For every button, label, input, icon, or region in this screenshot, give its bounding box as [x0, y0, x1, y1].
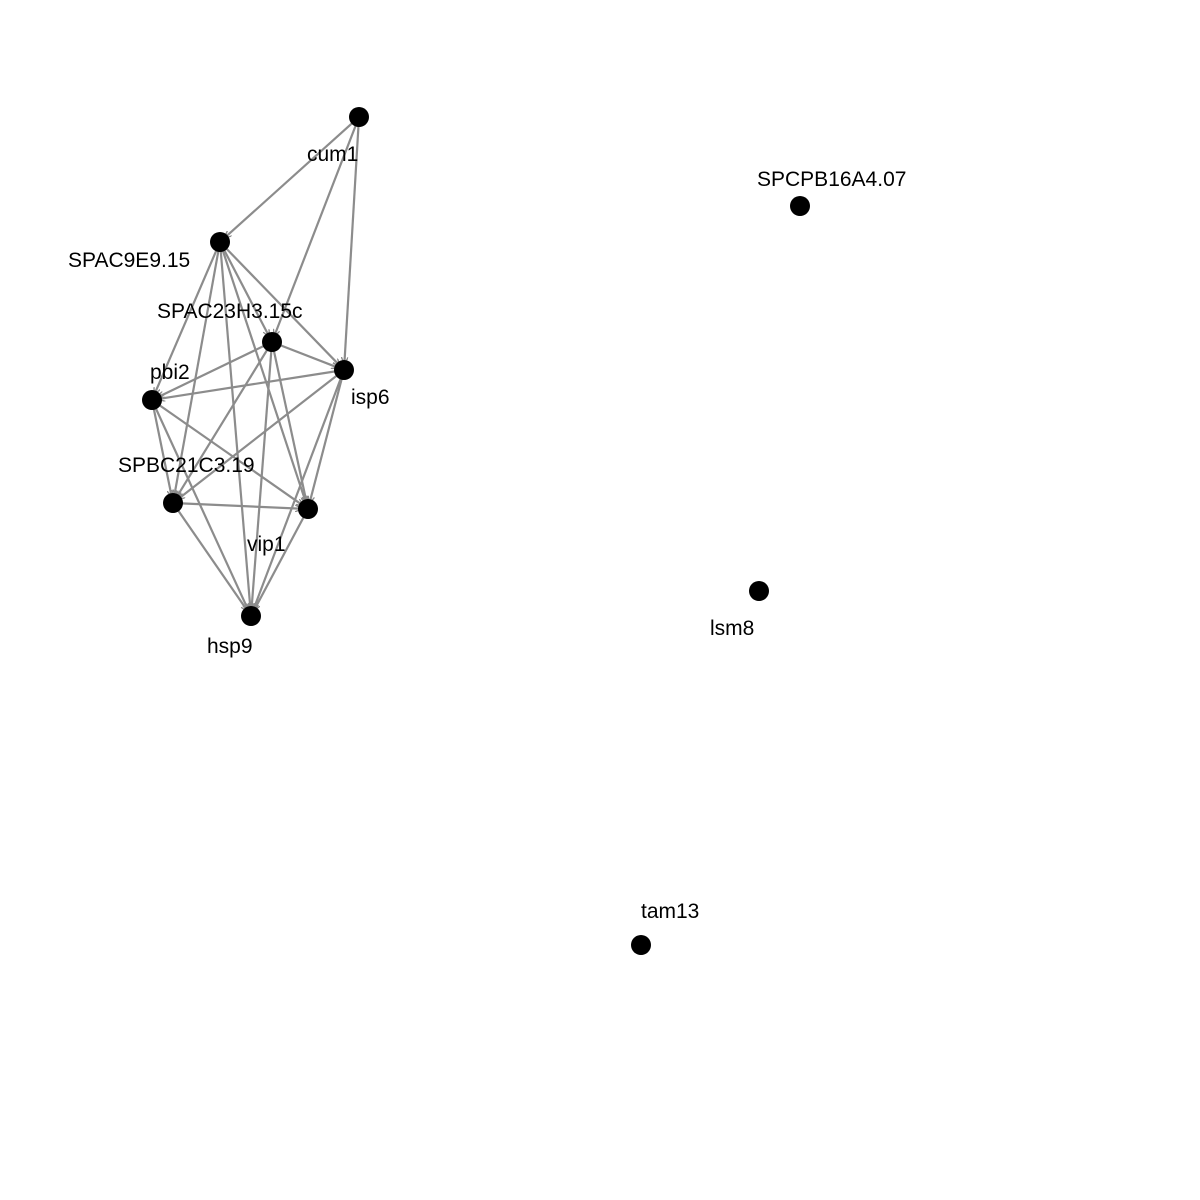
labels-layer: cum1 SPAC9E9.15 SPAC23H3.15c isp6 pbi2 SPBC21… — [68, 143, 906, 923]
node-SPCPB16A4.07 — [790, 196, 810, 216]
edge-pbi2-to-SPBC21C3.19 — [150, 399, 172, 497]
edge-cum1-to-SPAC23H3.15c — [274, 116, 361, 336]
node-label-pbi2: pbi2 — [150, 361, 190, 384]
edge-SPAC9E9.15-to-hsp9 — [218, 241, 251, 610]
edge-isp6-to-hsp9 — [253, 369, 346, 610]
node-SPAC9E9.15 — [210, 232, 230, 252]
node-label-tam13: tam13 — [641, 900, 699, 923]
edge-SPAC23H3.15c-to-isp6 — [271, 340, 338, 368]
edge-isp6-to-vip1 — [310, 369, 346, 503]
node-pbi2 — [142, 390, 162, 410]
node-label-vip1: vip1 — [247, 533, 286, 556]
edge-cum1-to-isp6 — [344, 116, 361, 364]
node-label-hsp9: hsp9 — [207, 635, 253, 658]
edge-SPAC9E9.15-to-vip1 — [218, 241, 306, 503]
node-label-SPAC23H3.15c: SPAC23H3.15c — [157, 300, 303, 323]
edge-SPBC21C3.19-to-vip1 — [172, 501, 302, 509]
node-label-lsm8: lsm8 — [710, 617, 754, 640]
node-SPAC23H3.15c — [262, 332, 282, 352]
node-lsm8 — [749, 581, 769, 601]
node-label-SPCPB16A4.07: SPCPB16A4.07 — [757, 168, 906, 191]
edge-isp6-to-pbi2 — [158, 368, 345, 399]
node-hsp9 — [241, 606, 261, 626]
edge-SPAC9E9.15-to-pbi2 — [154, 241, 222, 394]
edge-vip1-to-hsp9 — [252, 508, 309, 611]
edge-SPAC23H3.15c-to-vip1 — [270, 341, 307, 503]
edges-layer — [150, 116, 361, 611]
edge-SPAC9E9.15-to-SPBC21C3.19 — [174, 241, 222, 497]
edge-SPAC23H3.15c-to-pbi2 — [157, 341, 273, 399]
edge-SPBC21C3.19-to-hsp9 — [172, 502, 249, 611]
node-label-cum1: cum1 — [307, 143, 358, 166]
node-label-isp6: isp6 — [351, 386, 390, 409]
node-label-SPBC21C3.19: SPBC21C3.19 — [118, 454, 255, 477]
node-cum1 — [349, 107, 369, 127]
node-tam13 — [631, 935, 651, 955]
node-isp6 — [334, 360, 354, 380]
nodes-layer — [142, 107, 810, 955]
edge-pbi2-to-vip1 — [151, 399, 303, 507]
edge-isp6-to-SPBC21C3.19 — [178, 369, 345, 499]
node-vip1 — [298, 499, 318, 519]
node-label-SPAC9E9.15: SPAC9E9.15 — [68, 249, 190, 272]
edge-SPAC23H3.15c-to-SPBC21C3.19 — [175, 341, 273, 498]
edge-cum1-to-SPAC9E9.15 — [224, 116, 360, 238]
node-SPBC21C3.19 — [163, 493, 183, 513]
edge-SPAC9E9.15-to-isp6 — [219, 241, 340, 366]
edge-SPAC9E9.15-to-SPAC23H3.15c — [219, 241, 271, 337]
